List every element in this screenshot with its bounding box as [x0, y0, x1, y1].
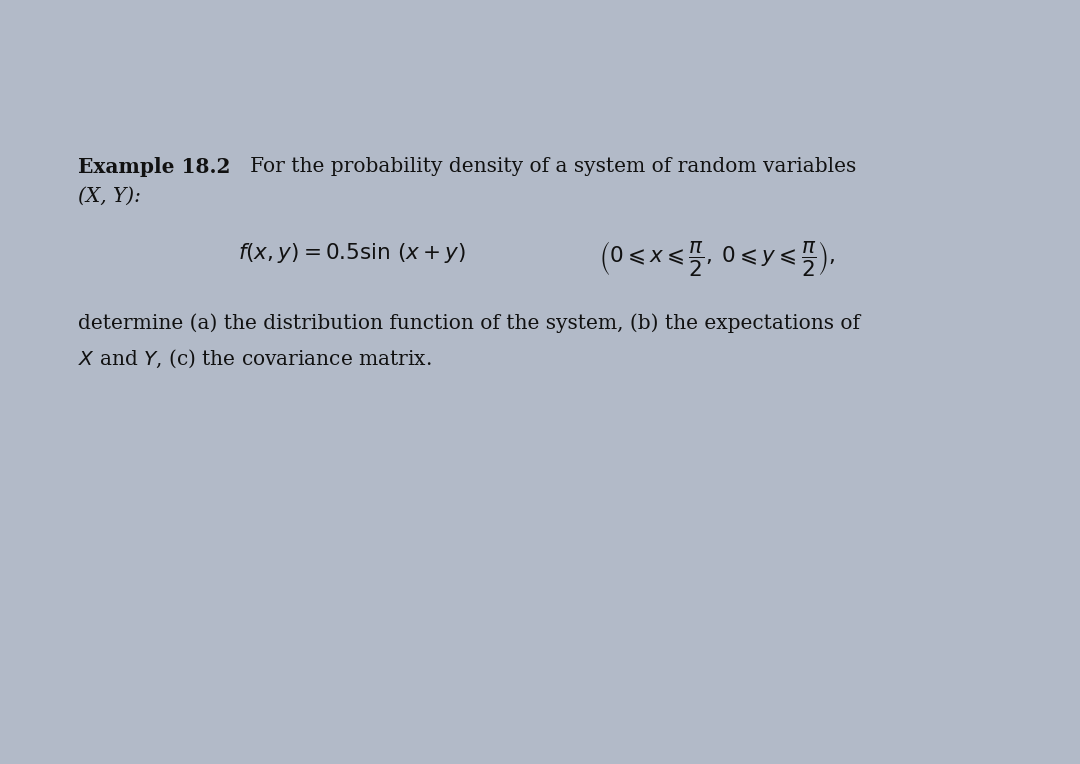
Text: determine (a) the distribution function of the system, (b) the expectations of: determine (a) the distribution function … — [78, 313, 860, 333]
Text: For the probability density of a system of random variables: For the probability density of a system … — [231, 157, 856, 176]
Text: $X$ and $Y$, (c) the covariance matrix.: $X$ and $Y$, (c) the covariance matrix. — [78, 348, 431, 370]
Text: $\left(0 \leqslant x \leqslant \dfrac{\pi}{2},\; 0 \leqslant y \leqslant \dfrac{: $\left(0 \leqslant x \leqslant \dfrac{\p… — [599, 239, 835, 278]
Text: (Χ, Υ):: (Χ, Υ): — [78, 187, 140, 206]
Text: $f(x, y) = 0.5 \sin\,(x + y)$: $f(x, y) = 0.5 \sin\,(x + y)$ — [238, 241, 465, 264]
Text: Example 18.2: Example 18.2 — [78, 157, 230, 176]
